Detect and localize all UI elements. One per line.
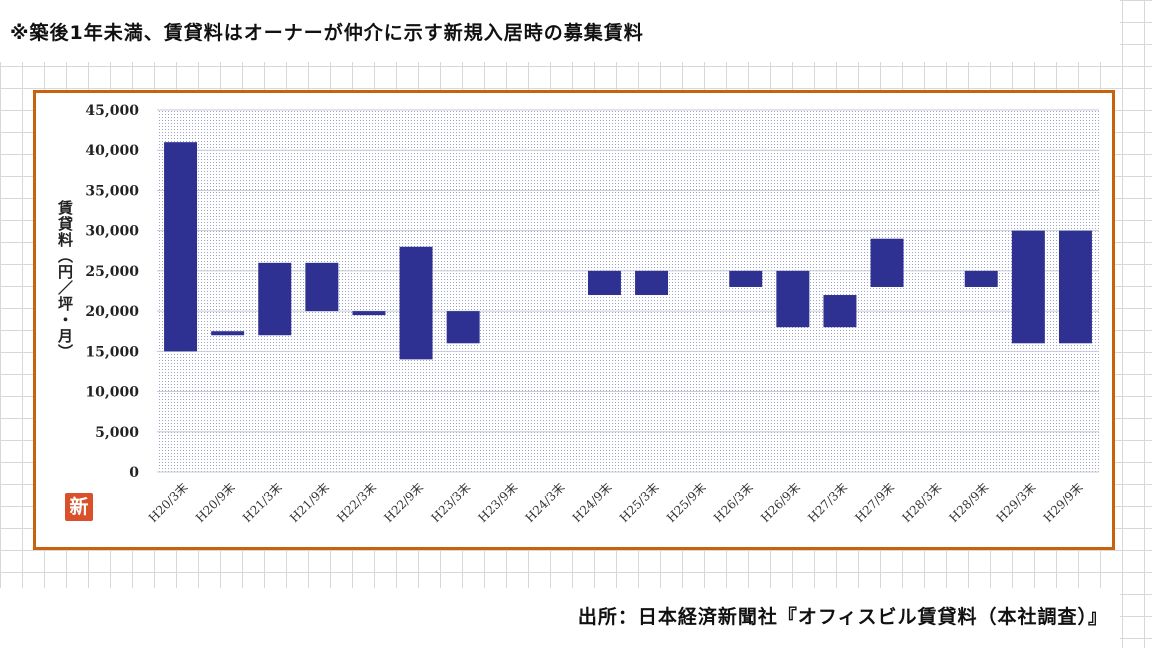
y-tick-label: 35,000 [85,183,139,199]
x-tick-label: H28/9末 [947,480,992,525]
range-bar [305,262,339,312]
x-tick-label: H29/3末 [994,480,1039,525]
x-tick-label: H24/9末 [570,480,615,525]
y-tick-label: 40,000 [85,143,139,159]
x-tick-label: H21/9末 [287,480,332,525]
header-band [0,0,1120,62]
x-tick-label: H23/3末 [428,480,473,525]
x-tick-label: H25/3末 [617,480,662,525]
y-tick-label: 30,000 [85,224,139,240]
range-bar [964,270,998,287]
range-bar [776,270,810,328]
x-tick-label: H29/9末 [1041,480,1086,525]
range-bar [211,331,245,336]
y-tick-label: 20,000 [85,304,139,320]
x-tick-label: H25/9末 [664,480,709,525]
range-bar [870,238,904,287]
x-tick-label: H26/9末 [758,480,803,525]
x-tick-label: H28/3末 [899,480,944,525]
range-bar [635,270,669,296]
plot-area [157,110,1099,472]
x-tick-label: H26/3末 [711,480,756,525]
range-bar [258,262,292,336]
range-bar [587,270,621,296]
y-tick-label: 25,000 [85,264,139,280]
x-tick-label: H24/3末 [523,480,568,525]
range-bar [352,311,386,316]
range-bar [823,295,857,328]
footnote-text: ※築後1年未満、賃貸料はオーナーが仲介に示す新規入居時の募集賃料 [10,22,644,44]
source-text: 出所：日本経済新聞社『オフィスビル賃貸料（本社調査）』 [577,606,1108,628]
y-tick-label: 45,000 [85,103,139,119]
x-tick-label: H27/9末 [852,480,897,525]
x-tick-label: H20/3末 [146,480,191,525]
x-tick-label: H27/3末 [805,480,850,525]
x-tick-label: H22/3末 [334,480,379,525]
x-tick-label: H22/9末 [381,480,426,525]
y-axis-label: 賃貸料（円／坪・月） [56,200,74,360]
y-tick-label: 5,000 [95,425,139,441]
footer-band [0,588,1120,648]
y-tick-label: 10,000 [85,385,139,401]
range-bar [1011,230,1045,344]
logo-stamp: 新 [65,493,93,521]
x-tick-label: H20/9末 [193,480,238,525]
range-bar [1058,230,1092,344]
range-bar [164,142,198,352]
x-tick-label: H21/3末 [240,480,285,525]
range-bar [446,311,480,344]
range-bar [399,246,433,360]
x-tick-label: H23/9末 [476,480,521,525]
y-tick-label: 15,000 [85,344,139,360]
range-bar [729,270,763,287]
y-tick-label: 0 [129,465,139,481]
